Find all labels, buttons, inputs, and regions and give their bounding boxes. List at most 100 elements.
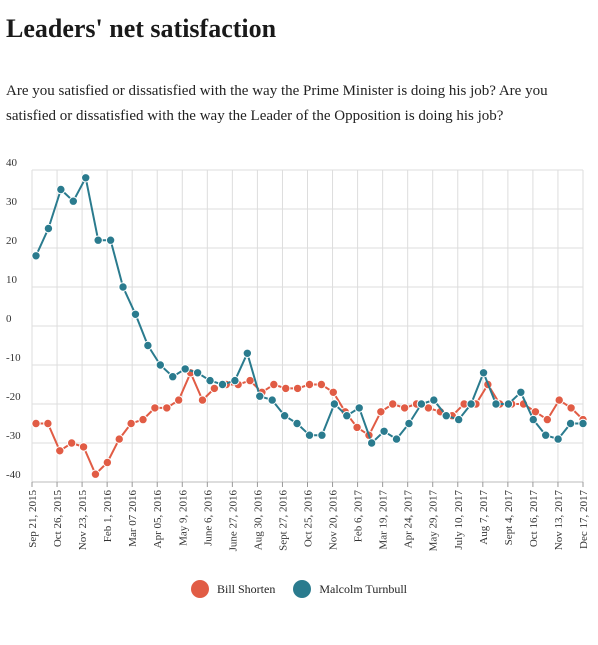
y-axis-ticks: 40 30 20 10 0 -10 -20 -30 -40 xyxy=(6,157,21,481)
data-point[interactable] xyxy=(354,403,364,413)
data-point[interactable] xyxy=(245,375,255,386)
data-point[interactable] xyxy=(328,387,338,398)
data-point[interactable] xyxy=(342,411,352,421)
data-point[interactable] xyxy=(138,414,148,425)
data-point[interactable] xyxy=(304,379,315,390)
x-tick-label: Sept 4, 2017 xyxy=(503,490,515,546)
data-point[interactable] xyxy=(217,379,228,390)
data-point[interactable] xyxy=(404,418,414,429)
data-point[interactable] xyxy=(130,309,141,320)
data-point[interactable] xyxy=(78,442,89,452)
data-point[interactable] xyxy=(578,418,588,429)
data-point[interactable] xyxy=(441,411,451,421)
data-point[interactable] xyxy=(155,360,166,370)
data-point[interactable] xyxy=(541,430,551,440)
data-point[interactable] xyxy=(68,196,78,206)
data-point[interactable] xyxy=(530,407,541,417)
series-line xyxy=(35,176,583,444)
legend-label-bill-shorten: Bill Shorten xyxy=(216,581,276,596)
line-chart: 40 30 20 10 0 -10 -20 -30 -40 Sep 21, 2015 Oct 26… xyxy=(6,157,590,551)
data-point[interactable] xyxy=(150,403,160,413)
data-point[interactable] xyxy=(316,379,327,390)
data-point[interactable] xyxy=(118,282,128,292)
data-point[interactable] xyxy=(168,372,178,382)
data-point[interactable] xyxy=(205,375,215,386)
data-point[interactable] xyxy=(197,395,208,405)
data-point[interactable] xyxy=(66,438,77,448)
data-point[interactable] xyxy=(192,368,203,378)
data-point[interactable] xyxy=(93,235,103,245)
x-tick-label: Feb 1, 2016 xyxy=(102,490,114,543)
data-point[interactable] xyxy=(466,399,476,409)
data-point[interactable] xyxy=(399,403,410,413)
data-point[interactable] xyxy=(379,426,389,436)
data-point[interactable] xyxy=(292,418,302,429)
data-point[interactable] xyxy=(391,434,402,444)
data-point[interactable] xyxy=(352,422,362,433)
data-point[interactable] xyxy=(114,434,124,444)
x-tick-label: Oct 25, 2016 xyxy=(303,490,315,548)
data-point[interactable] xyxy=(516,387,526,398)
x-tick-label: Sep 21, 2015 xyxy=(27,490,39,548)
data-point[interactable] xyxy=(317,430,327,440)
y-tick-label: 40 xyxy=(6,157,18,169)
x-tick-label: May 9, 2016 xyxy=(177,490,189,546)
data-point[interactable] xyxy=(304,430,315,440)
data-point[interactable] xyxy=(292,383,303,394)
data-point[interactable] xyxy=(242,348,253,359)
data-point[interactable] xyxy=(180,364,190,374)
data-point[interactable] xyxy=(162,403,172,413)
data-point[interactable] xyxy=(255,391,265,401)
data-point[interactable] xyxy=(423,403,434,413)
data-point[interactable] xyxy=(478,368,489,378)
x-tick-label: Mar 07 2016 xyxy=(127,490,139,547)
data-point[interactable] xyxy=(453,414,464,425)
data-point[interactable] xyxy=(503,399,514,409)
data-point[interactable] xyxy=(102,457,113,468)
data-point[interactable] xyxy=(491,399,501,409)
data-point[interactable] xyxy=(281,383,291,394)
x-tick-label: Oct 16, 2017 xyxy=(528,490,540,548)
x-tick-label: Nov 20, 2016 xyxy=(328,490,340,551)
data-point[interactable] xyxy=(143,340,153,351)
data-point[interactable] xyxy=(43,223,54,234)
data-point[interactable] xyxy=(90,469,101,479)
series-malcolm-turnbull xyxy=(31,173,588,448)
legend-item-malcolm-turnbull[interactable]: Malcolm Turnbull xyxy=(293,580,407,598)
data-point[interactable] xyxy=(528,414,538,425)
data-point[interactable] xyxy=(31,418,41,429)
y-tick-label: -20 xyxy=(6,391,21,403)
data-point[interactable] xyxy=(388,399,398,409)
data-point[interactable] xyxy=(31,251,41,261)
data-point[interactable] xyxy=(429,395,439,405)
x-tick-label: Apr 05, 2016 xyxy=(152,490,164,549)
x-tick-label: Nov 23, 2015 xyxy=(77,490,89,551)
data-point[interactable] xyxy=(56,184,66,195)
y-tick-label: 30 xyxy=(6,196,18,208)
data-point[interactable] xyxy=(553,434,563,444)
data-point[interactable] xyxy=(329,399,340,409)
data-point[interactable] xyxy=(55,446,65,456)
y-tick-label: -30 xyxy=(6,430,21,442)
data-point[interactable] xyxy=(269,379,279,390)
data-point[interactable] xyxy=(81,173,91,183)
data-point[interactable] xyxy=(566,403,576,413)
data-point[interactable] xyxy=(209,383,220,394)
legend-item-bill-shorten[interactable]: Bill Shorten xyxy=(190,580,276,598)
data-point[interactable] xyxy=(105,235,116,245)
data-point[interactable] xyxy=(279,411,290,421)
data-point[interactable] xyxy=(565,418,576,429)
data-point[interactable] xyxy=(43,418,53,429)
x-tick-label: Nov 13, 2017 xyxy=(553,490,565,551)
data-point[interactable] xyxy=(126,418,136,429)
data-point[interactable] xyxy=(542,414,553,425)
data-point[interactable] xyxy=(230,375,240,386)
x-tick-label: Aug 7, 2017 xyxy=(478,490,490,545)
data-point[interactable] xyxy=(376,407,386,417)
data-point[interactable] xyxy=(173,395,184,405)
data-point[interactable] xyxy=(366,438,377,448)
data-point[interactable] xyxy=(416,399,427,409)
data-point[interactable] xyxy=(267,395,277,405)
data-point[interactable] xyxy=(554,395,564,405)
series-bill-shorten xyxy=(31,368,588,479)
